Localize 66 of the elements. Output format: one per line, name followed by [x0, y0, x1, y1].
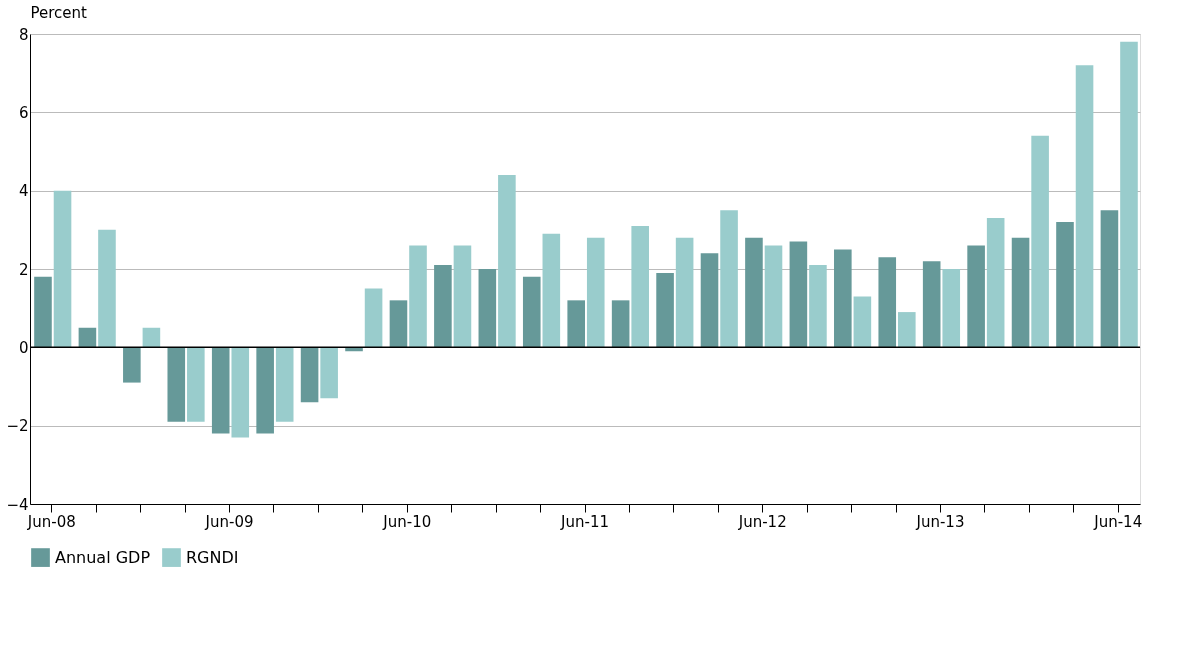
- bar: [898, 312, 916, 348]
- x-tick-label: Jun-09: [204, 512, 254, 531]
- y-axis-title: Percent: [30, 3, 88, 22]
- bar: [478, 269, 497, 348]
- bar: [142, 327, 161, 348]
- bar: [789, 241, 808, 348]
- bar: [1100, 210, 1119, 348]
- bar: [211, 347, 230, 434]
- bar: [878, 257, 897, 348]
- bar: [986, 218, 1005, 348]
- bar: [745, 237, 763, 348]
- bar: [231, 347, 250, 438]
- bar: [453, 245, 472, 348]
- bar: [764, 245, 783, 348]
- legend-label: RGNDI: [186, 547, 239, 567]
- y-tick-label: 4: [18, 182, 29, 201]
- bar: [586, 237, 605, 348]
- bar: [1120, 41, 1138, 348]
- x-tick-label: Jun-12: [737, 512, 787, 531]
- x-tick-label: Jun-13: [915, 512, 965, 531]
- bar: [409, 245, 427, 348]
- y-tick-label: 6: [18, 103, 29, 122]
- bar: [853, 296, 872, 348]
- bar: [498, 175, 516, 348]
- bar: [1056, 222, 1074, 348]
- bar: [320, 347, 338, 399]
- y-tick-label: 0: [18, 338, 29, 357]
- bar: [809, 265, 827, 348]
- bar: [123, 347, 141, 383]
- bar: [300, 347, 319, 403]
- bar: [967, 245, 985, 348]
- bar: [434, 265, 452, 348]
- bar: [1031, 135, 1049, 348]
- bar: [78, 327, 97, 348]
- bar: [567, 300, 585, 348]
- bar: [542, 233, 561, 348]
- bar: [631, 225, 649, 348]
- bar: [656, 272, 674, 348]
- y-tick-label: 2: [18, 260, 29, 279]
- bar: [34, 276, 52, 348]
- bar: [942, 269, 961, 348]
- x-tick-label: Jun-10: [382, 512, 432, 531]
- legend-label: Annual GDP: [55, 547, 151, 567]
- bar: [364, 288, 383, 348]
- bar: [389, 300, 408, 348]
- bar: [834, 249, 852, 348]
- bar: [720, 210, 738, 348]
- bar: [1011, 237, 1030, 348]
- y-tick-label: 8: [18, 25, 29, 44]
- bar: [275, 347, 294, 422]
- bar: [675, 237, 694, 348]
- bar: [922, 261, 941, 348]
- bar: [700, 253, 719, 348]
- bar: [167, 347, 186, 422]
- bar: [1075, 65, 1094, 348]
- bar: [187, 347, 205, 422]
- bar: [611, 300, 630, 348]
- x-tick-label: Jun-08: [26, 512, 76, 531]
- x-tick-label: Jun-14: [1093, 512, 1143, 531]
- y-tick-label: −2: [6, 417, 29, 436]
- bar: [522, 276, 541, 348]
- bar: [53, 190, 72, 348]
- bar: [256, 347, 274, 434]
- x-tick-label: Jun-11: [560, 512, 609, 531]
- y-tick-label: −4: [6, 495, 29, 514]
- bar: [98, 229, 116, 348]
